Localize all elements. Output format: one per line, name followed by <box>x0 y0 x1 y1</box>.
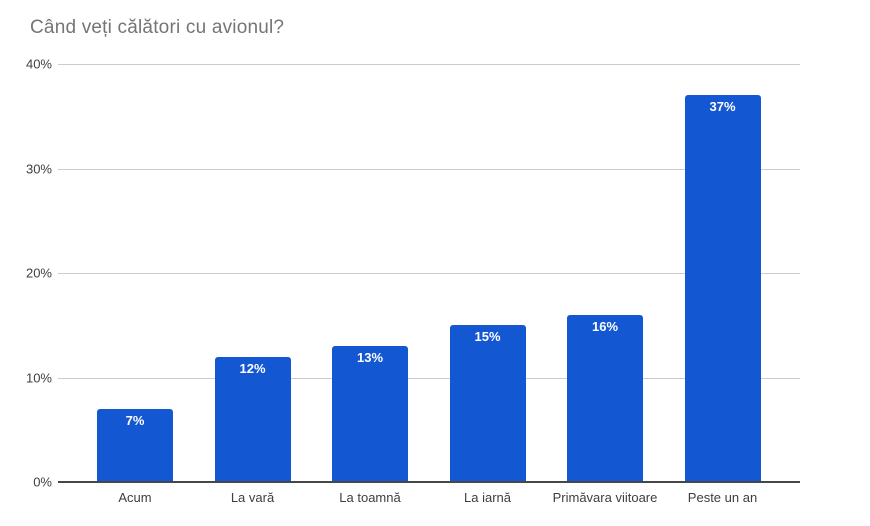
x-category-label: La iarnă <box>464 490 511 505</box>
bar-value-label: 7% <box>125 412 145 428</box>
gridline <box>58 168 800 170</box>
bar[interactable]: 16% <box>567 314 643 482</box>
gridline <box>58 64 800 65</box>
bar-value-label: 37% <box>709 99 736 115</box>
x-category-label: Primăvara viitoare <box>552 490 658 505</box>
x-category-label: Acum <box>118 490 152 505</box>
bar-value-label: 13% <box>356 350 384 366</box>
bar-value-label: 12% <box>239 360 266 376</box>
x-axis-baseline <box>58 481 800 483</box>
x-category-label: Peste un an <box>687 490 758 505</box>
bar-value-label: 16% <box>591 318 619 334</box>
x-category-label: La toamnă <box>339 490 401 505</box>
y-tick-label: 30% <box>25 161 52 176</box>
x-category-label: La vară <box>230 490 275 505</box>
y-tick-label: 40% <box>25 56 52 72</box>
bar[interactable]: 7% <box>97 408 173 482</box>
chart-title: Când veți călători cu avionul? <box>30 17 285 38</box>
bar-value-label: 15% <box>474 329 501 345</box>
y-tick-label: 0% <box>33 474 52 490</box>
bar[interactable]: 15% <box>449 325 526 482</box>
bar[interactable]: 12% <box>214 356 291 482</box>
y-tick-label: 20% <box>25 265 52 281</box>
y-tick-label: 10% <box>25 370 52 385</box>
gridline <box>58 377 800 379</box>
bar[interactable]: 37% <box>684 95 761 482</box>
bar[interactable]: 13% <box>332 346 408 482</box>
plot-area: 0% 10% 20% 30% 40% 7% 12% 13% 15% 16% 37% Acum La … <box>26 57 800 505</box>
gridline <box>58 273 800 274</box>
